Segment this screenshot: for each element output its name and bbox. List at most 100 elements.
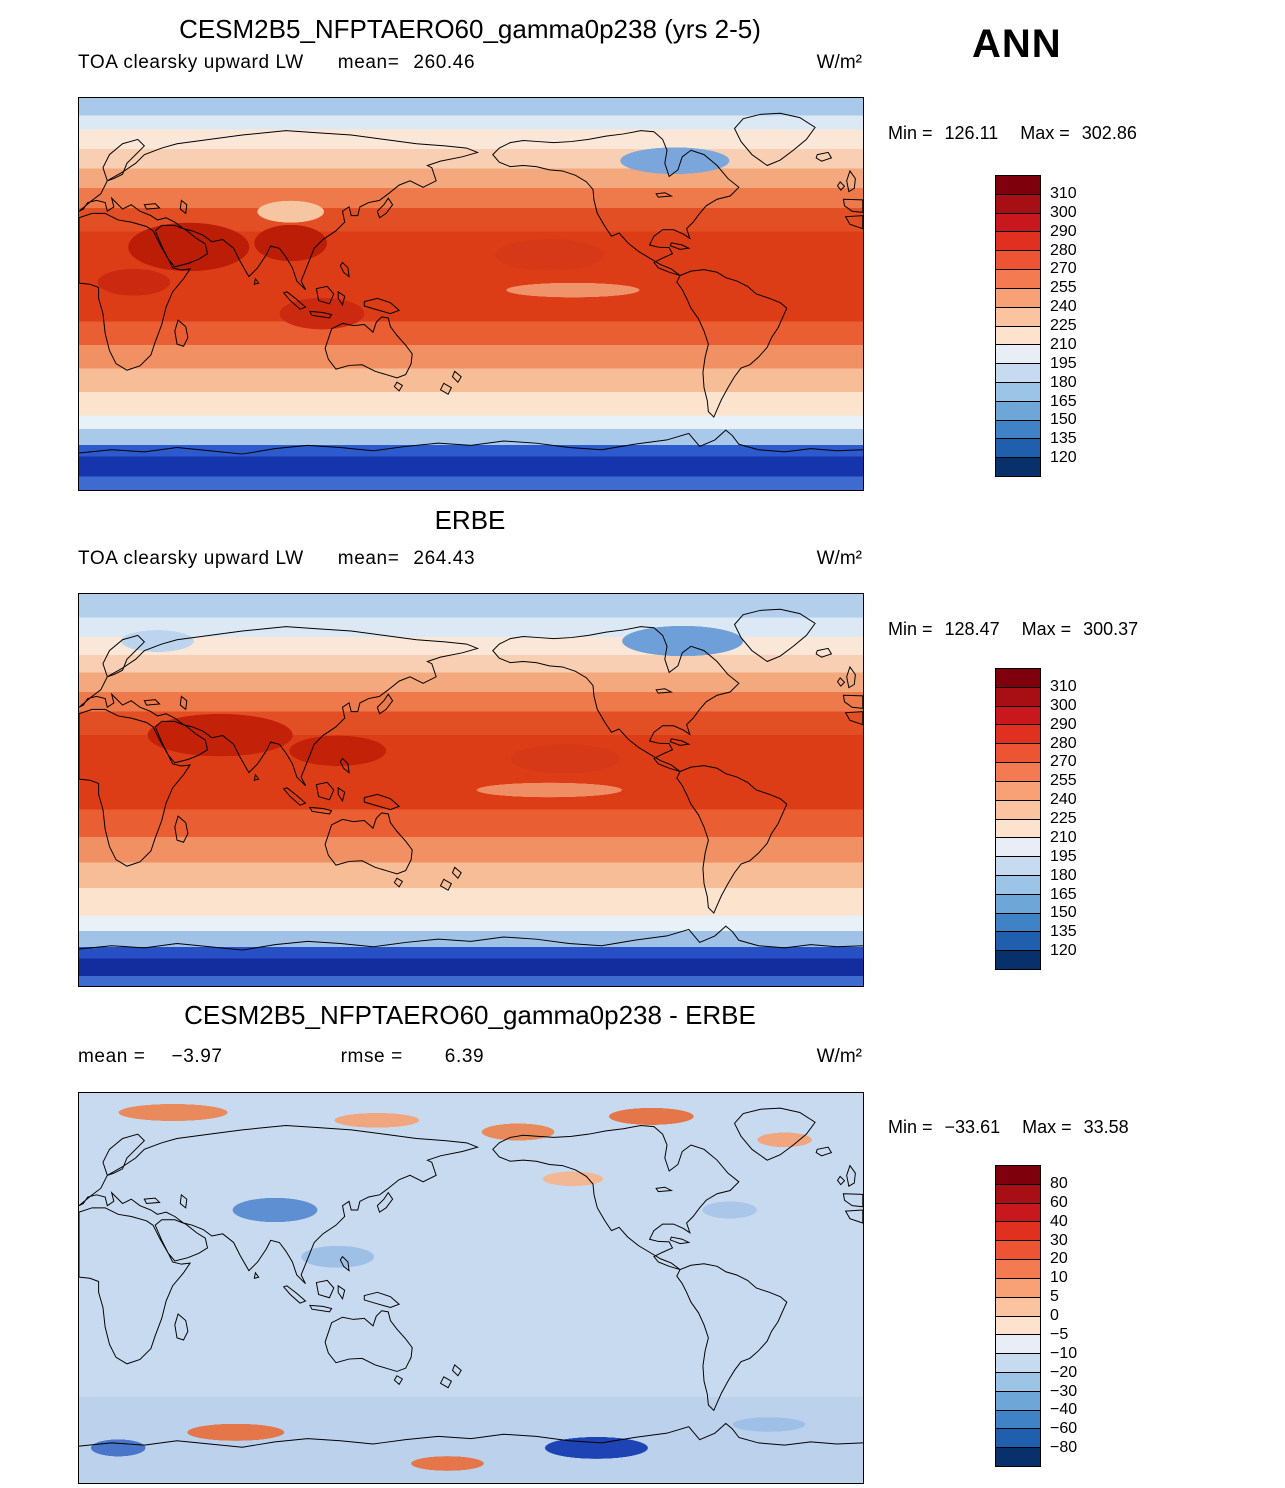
colorbar-label: 120 [1050, 942, 1077, 960]
colorbar-cell [996, 1259, 1040, 1278]
panel3-subtitle-row: mean = −3.97 rmse = 6.39 W/m² [78, 1046, 862, 1068]
colorbar-label: 210 [1050, 335, 1077, 353]
panel2-mean: mean= 264.43 [338, 548, 475, 570]
colorbar-cell [996, 931, 1040, 951]
colorbar-cell [996, 306, 1040, 326]
panel1-subtitle-row: TOA clearsky upward LW mean= 260.46 W/m² [78, 52, 862, 74]
panel2-variable-label: TOA clearsky upward LW [78, 548, 304, 569]
colorbar-label: −20 [1050, 1363, 1078, 1381]
colorbar-cell [996, 250, 1040, 270]
colorbar-cell [996, 363, 1040, 382]
colorbar-cell [996, 1390, 1040, 1410]
colorbar-label: 310 [1050, 677, 1077, 695]
colorbar-label: 300 [1050, 203, 1077, 221]
colorbar-cell [996, 856, 1040, 875]
colorbar-label: 300 [1050, 696, 1077, 714]
panel3-min-value: −33.61 [944, 1117, 1001, 1137]
colorbar-label: 195 [1050, 847, 1077, 865]
colorbar-label: 210 [1050, 828, 1077, 846]
season-label: ANN [972, 22, 1062, 66]
colorbar-cell [996, 762, 1040, 781]
colorbar-cells [995, 175, 1041, 477]
colorbar-label: 195 [1050, 354, 1077, 372]
panel3-units: W/m² [816, 1046, 862, 1067]
colorbar-label: 10 [1050, 1269, 1068, 1287]
colorbar-cell [996, 1166, 1040, 1184]
colorbar-cell [996, 686, 1040, 706]
colorbar-cell [996, 1315, 1040, 1335]
colorbar-cell [996, 1353, 1040, 1372]
colorbar-label: −30 [1050, 1382, 1078, 1400]
colorbar-cell [996, 1296, 1040, 1316]
colorbar-cell [996, 212, 1040, 232]
panel1-title: CESM2B5_NFPTAERO60_gamma0p238 (yrs 2-5) [179, 14, 761, 44]
colorbar-cell [996, 780, 1040, 800]
panel1-minmax: Min = 126.11 Max = 302.86 [888, 123, 1137, 144]
colorbar-cells [995, 1165, 1041, 1467]
panel2-title: ERBE [434, 505, 506, 535]
colorbar-cell [996, 193, 1040, 213]
panel3-minmax: Min = −33.61 Max = 33.58 [888, 1117, 1129, 1138]
colorbar-cell [996, 381, 1040, 401]
panel1-variable-label: TOA clearsky upward LW [78, 52, 304, 73]
colorbar-label: 290 [1050, 715, 1077, 733]
colorbar-labels: 310 300 290 280 270 255 240 225 210 195 180 165 150 1… [1050, 175, 1114, 477]
panel1-map [78, 97, 864, 491]
panel3-min-label: Min = [888, 1117, 933, 1137]
panel2-min-value: 128.47 [944, 619, 1000, 639]
colorbar-label: 180 [1050, 373, 1077, 391]
colorbar-label: 225 [1050, 810, 1077, 827]
panel2-max-label: Max = [1021, 619, 1072, 639]
colorbar-label: 240 [1050, 298, 1077, 316]
panel2-mean-value: 264.43 [413, 548, 476, 569]
panel1-mean-value: 260.46 [413, 52, 476, 73]
panel1-max-value: 302.86 [1081, 123, 1137, 143]
colorbar-cell [996, 724, 1040, 744]
colorbar-label: 180 [1050, 866, 1077, 884]
panel1-mean-label: mean= [337, 52, 400, 73]
colorbar-cell [996, 325, 1040, 345]
colorbar-label: 255 [1050, 772, 1077, 790]
colorbar-cell [996, 1334, 1040, 1354]
colorbar-labels: 310 300 290 280 270 255 240 225 210 195 180 165 150 1… [1050, 668, 1114, 970]
colorbar-labels: 80 60 40 30 20 10 5 0 −5 −10 −20 −30 −40 −60 −80 [1050, 1165, 1114, 1467]
panel3-mean-value: −3.97 [171, 1046, 223, 1067]
colorbar-cell [996, 799, 1040, 819]
colorbar-cell [996, 1447, 1040, 1466]
colorbar-cell [996, 231, 1040, 251]
panel2-minmax: Min = 128.47 Max = 300.37 [888, 619, 1138, 640]
colorbar-cell [996, 1371, 1040, 1391]
coastlines-overlay [79, 608, 863, 951]
panel1-max-label: Max = [1020, 123, 1070, 143]
colorbar-label: 240 [1050, 791, 1077, 809]
panel3-map [78, 1092, 864, 1484]
colorbar-label: 310 [1050, 184, 1077, 202]
colorbar-cell [996, 912, 1040, 932]
colorbar-cell [996, 818, 1040, 838]
colorbar-label: 20 [1050, 1250, 1068, 1268]
colorbar-cell [996, 893, 1040, 913]
colorbar-label: 80 [1050, 1174, 1068, 1192]
colorbar-cell [996, 705, 1040, 725]
colorbar-label: 40 [1050, 1212, 1068, 1230]
colorbar-label: 30 [1050, 1231, 1068, 1249]
colorbar-cell [996, 1409, 1040, 1429]
colorbar-label: 290 [1050, 222, 1077, 240]
panel1-mean: mean= 260.46 [338, 52, 475, 74]
panel1-colorbar: 310 300 290 280 270 255 240 225 210 195 180 165 150 1… [995, 175, 1114, 477]
colorbar-cell [996, 287, 1040, 307]
colorbar-label: 120 [1050, 449, 1077, 467]
colorbar-cell [996, 438, 1040, 458]
colorbar-cell [996, 419, 1040, 439]
panel2-subtitle-row: TOA clearsky upward LW mean= 264.43 W/m² [78, 548, 862, 570]
colorbar-cell [996, 176, 1040, 194]
colorbar-cells [995, 668, 1041, 970]
colorbar-label: 280 [1050, 734, 1077, 752]
panel2-colorbar: 310 300 290 280 270 255 240 225 210 195 180 165 150 1… [995, 668, 1114, 970]
panel1-units: W/m² [816, 52, 862, 73]
colorbar-cell [996, 1183, 1040, 1203]
colorbar-cell [996, 1240, 1040, 1260]
colorbar-label: 280 [1050, 241, 1077, 259]
colorbar-cell [996, 1221, 1040, 1241]
panel1-min-value: 126.11 [944, 123, 999, 143]
